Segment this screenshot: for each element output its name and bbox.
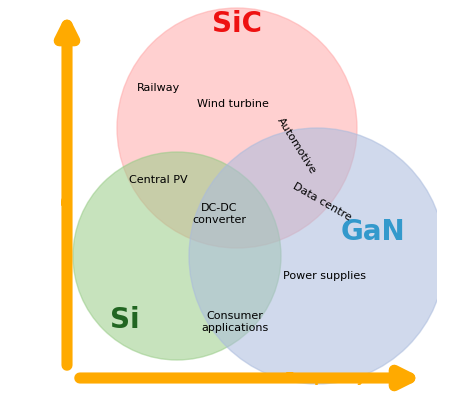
Text: GaN: GaN (341, 218, 405, 246)
Text: Power supplies: Power supplies (283, 271, 366, 281)
Text: Si: Si (110, 306, 140, 334)
Text: Power: Power (60, 156, 74, 204)
Ellipse shape (189, 128, 445, 384)
Ellipse shape (73, 152, 281, 360)
Text: Railway: Railway (137, 83, 180, 93)
Text: DC-DC
converter: DC-DC converter (192, 203, 246, 225)
Text: Frequency: Frequency (284, 371, 365, 385)
Ellipse shape (117, 8, 357, 248)
Text: SiC: SiC (212, 10, 262, 38)
Text: Wind turbine: Wind turbine (197, 99, 269, 109)
Text: Central PV: Central PV (129, 175, 188, 185)
Text: Data centre: Data centre (291, 181, 353, 223)
Text: Consumer
applications: Consumer applications (201, 311, 269, 333)
Text: Automotive: Automotive (275, 116, 318, 176)
